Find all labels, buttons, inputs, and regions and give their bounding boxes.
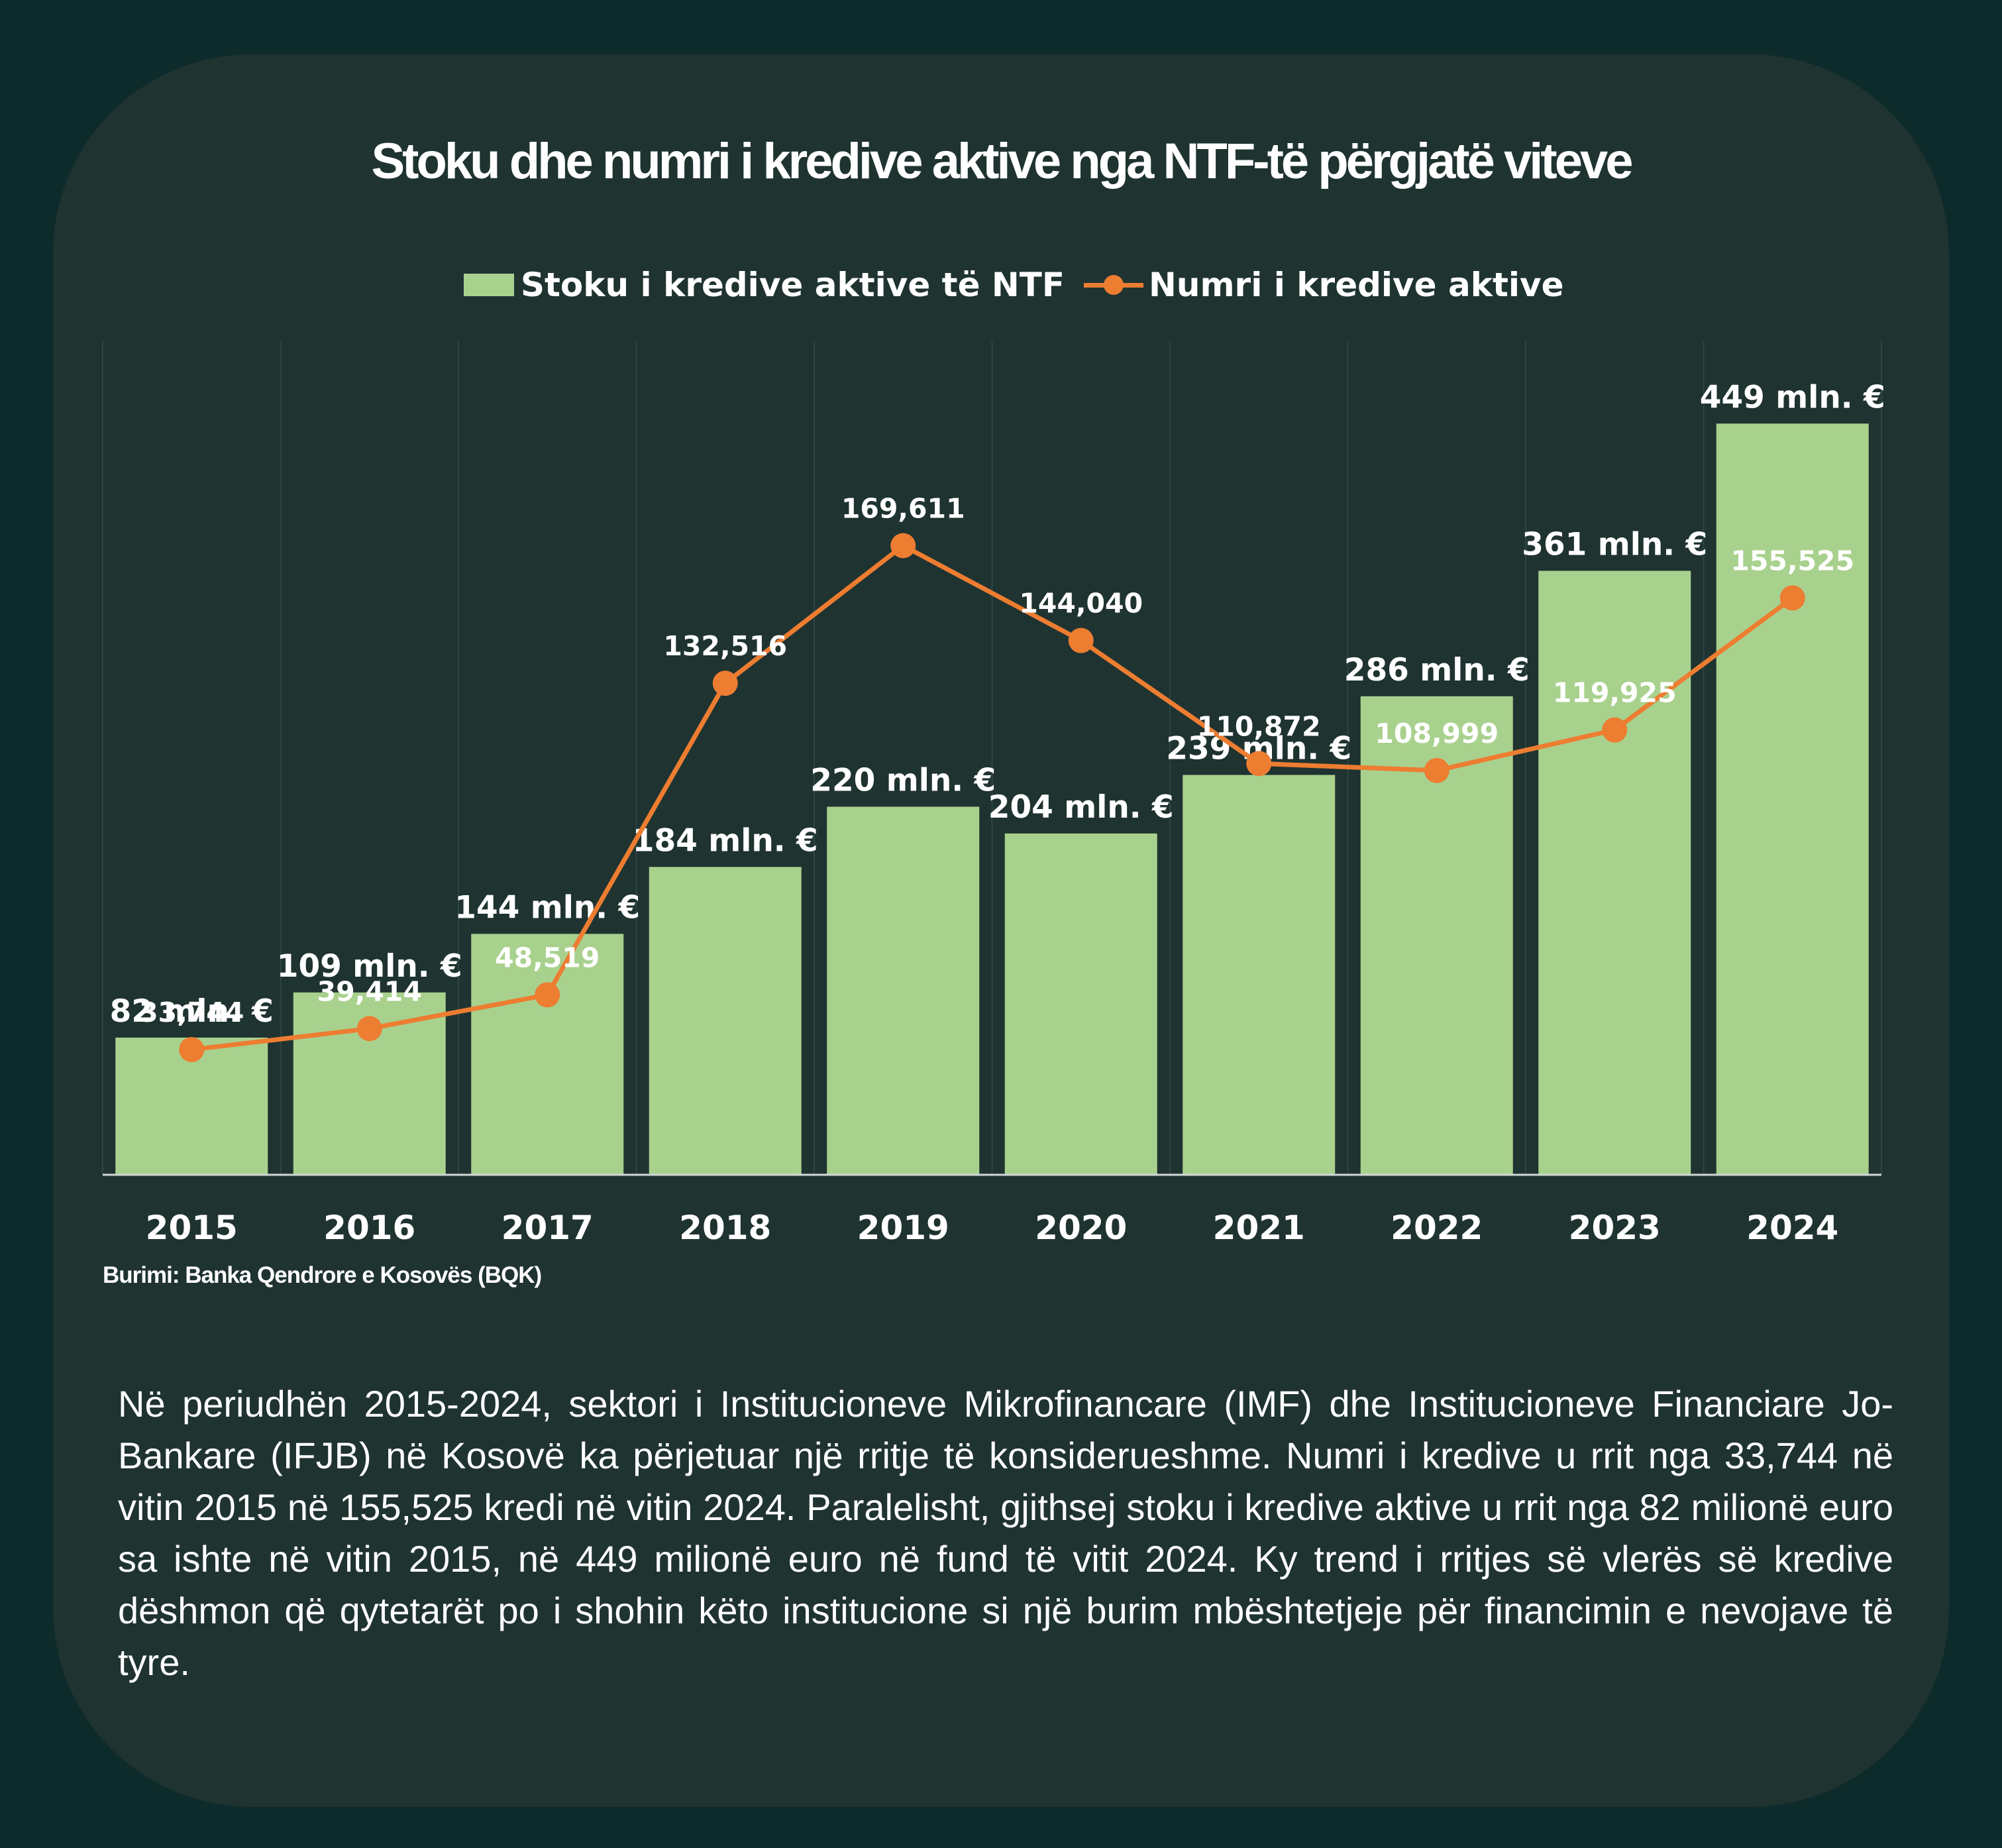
line-point-2024 [1779, 585, 1805, 611]
bar-label-2018: 184 mln. € [633, 822, 818, 859]
line-point-2017 [535, 982, 560, 1008]
line-label-2024: 155,525 [1730, 545, 1854, 576]
legend-line-swatch [1084, 272, 1143, 298]
bar-2019 [827, 806, 980, 1175]
x-tick-label-2015: 2015 [146, 1209, 238, 1247]
line-label-2017: 48,519 [495, 942, 600, 973]
x-tick-label-2017: 2017 [501, 1209, 594, 1247]
legend-bar-swatch [464, 274, 514, 296]
bar-2020 [1004, 833, 1157, 1175]
line-point-2015 [179, 1037, 205, 1063]
bar-2018 [649, 867, 802, 1175]
x-tick-label-2016: 2016 [323, 1209, 415, 1247]
line-point-2021 [1246, 751, 1272, 777]
line-label-2018: 132,516 [663, 630, 787, 662]
line-point-2019 [890, 533, 916, 559]
chart-plot: 82 mln. €109 mln. € 144 mln. € 184 mln. € 2… [102, 341, 1885, 1247]
bar-label-2017: 144 mln. € [454, 889, 640, 926]
line-label-2022: 108,999 [1375, 718, 1499, 749]
bar-label-2016: 109 mln. € [277, 948, 462, 985]
x-tick-label-2020: 2020 [1035, 1209, 1127, 1247]
legend-label-line: Numri i kredive aktive [1149, 266, 1564, 304]
bar-2017 [471, 934, 624, 1175]
bar-label-2015: 82 mln. € [110, 993, 274, 1030]
legend-item-bars: Stoku i kredive aktive të NTF [464, 262, 1065, 308]
description-paragraph: Në periudhën 2015-2024, sektori i Instit… [118, 1383, 1893, 1683]
bar-label-2020: 204 mln. € [988, 789, 1174, 826]
source-note: Burimi: Banka Qendrore e Kosovës (BQK) [103, 1262, 542, 1288]
line-label-2023: 119,925 [1553, 677, 1677, 709]
line-point-2018 [712, 671, 738, 696]
bar-label-2023: 361 mln. € [1522, 526, 1707, 563]
line-point-2020 [1068, 627, 1094, 653]
x-tick-label-2024: 2024 [1746, 1209, 1838, 1247]
line-series-path [191, 543, 1794, 1052]
chart-legend: Stoku i kredive aktive të NTF Numri i kr… [0, 262, 2002, 308]
legend-item-line: Numri i kredive aktive [1084, 262, 1564, 308]
line-label-2021: 110,872 [1197, 710, 1321, 742]
x-tick-label-2021: 2021 [1213, 1209, 1305, 1247]
bar-2021 [1183, 775, 1336, 1175]
x-tick-label-2023: 2023 [1569, 1209, 1661, 1247]
legend-label-bars: Stoku i kredive aktive të NTF [521, 266, 1065, 304]
line-point-2023 [1602, 717, 1628, 743]
x-tick-label-2018: 2018 [679, 1209, 771, 1247]
line-point-2022 [1424, 757, 1449, 783]
bar-label-2019: 220 mln. € [810, 763, 996, 799]
line-label-2019: 169,611 [841, 493, 965, 525]
x-tick-label-2022: 2022 [1391, 1209, 1483, 1247]
line-label-2016: 39,414 [317, 975, 422, 1007]
bar-2023 [1538, 571, 1691, 1175]
x-tick-label-2019: 2019 [857, 1209, 949, 1247]
chart-title: Stoku dhe numri i kredive aktive nga NTF… [371, 133, 1633, 190]
line-label-2020: 144,040 [1019, 588, 1143, 620]
bar-label-2022: 286 mln. € [1344, 652, 1530, 688]
bar-label-2024: 449 mln. € [1700, 379, 1885, 415]
line-label-2015: 33,744 [139, 997, 244, 1028]
bar-2024 [1716, 423, 1869, 1175]
line-point-2016 [356, 1016, 382, 1042]
